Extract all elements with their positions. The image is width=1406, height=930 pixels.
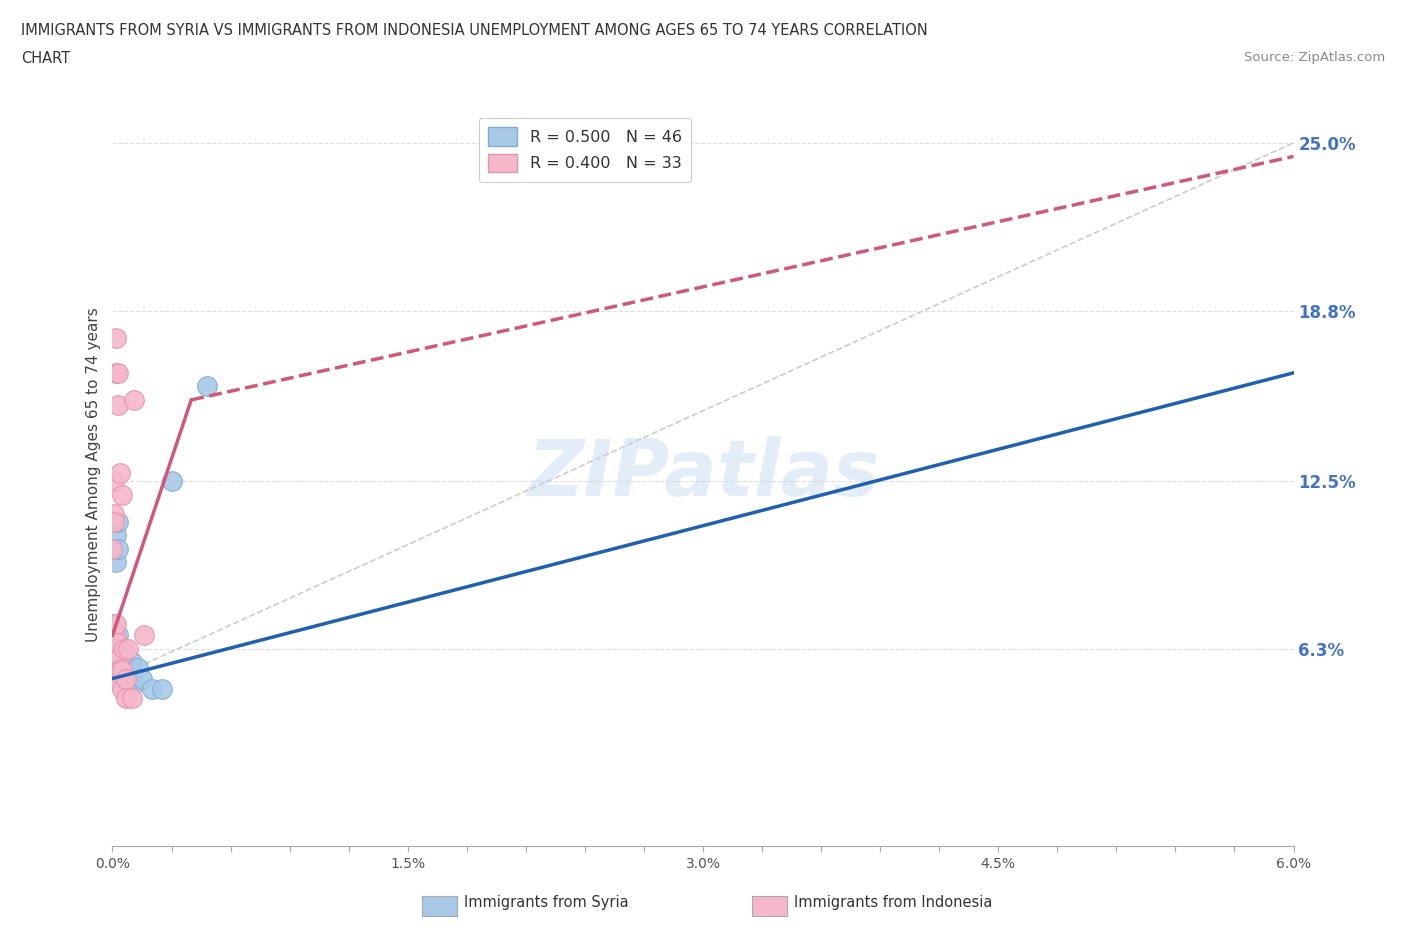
- Text: CHART: CHART: [21, 51, 70, 66]
- Point: [111, 487, 134, 502]
- Point: [122, 676, 145, 691]
- Point: [107, 649, 129, 664]
- Point: [105, 642, 128, 657]
- Point: [105, 655, 128, 670]
- Point: [120, 671, 142, 686]
- Point: [105, 636, 128, 651]
- Point: [101, 642, 124, 657]
- Point: [101, 663, 124, 678]
- Text: ZIPatlas: ZIPatlas: [527, 436, 879, 512]
- Text: IMMIGRANTS FROM SYRIA VS IMMIGRANTS FROM INDONESIA UNEMPLOYMENT AMONG AGES 65 TO: IMMIGRANTS FROM SYRIA VS IMMIGRANTS FROM…: [21, 23, 928, 38]
- Point: [101, 628, 124, 643]
- Point: [110, 649, 132, 664]
- Point: [105, 649, 128, 664]
- Point: [110, 466, 132, 481]
- Point: [111, 682, 134, 697]
- Point: [111, 649, 134, 664]
- Point: [107, 636, 129, 651]
- Text: Source: ZipAtlas.com: Source: ZipAtlas.com: [1244, 51, 1385, 64]
- Point: [132, 628, 155, 643]
- Point: [105, 555, 128, 570]
- Point: [121, 655, 143, 670]
- Point: [103, 628, 125, 643]
- Point: [110, 663, 132, 678]
- Point: [111, 663, 134, 678]
- Point: [101, 655, 124, 670]
- Point: [103, 649, 125, 664]
- Point: [131, 671, 153, 686]
- Legend: R = 0.500   N = 46, R = 0.400   N = 33: R = 0.500 N = 46, R = 0.400 N = 33: [478, 118, 692, 181]
- Point: [101, 541, 124, 556]
- Point: [103, 628, 125, 643]
- Point: [110, 649, 132, 664]
- Point: [101, 644, 124, 659]
- Point: [103, 473, 125, 488]
- Point: [115, 671, 138, 686]
- Point: [110, 663, 132, 678]
- Point: [107, 644, 129, 659]
- Point: [112, 642, 135, 657]
- Point: [115, 671, 138, 686]
- Point: [121, 690, 143, 705]
- Point: [112, 671, 135, 686]
- Point: [141, 682, 163, 697]
- Point: [117, 676, 139, 691]
- Point: [105, 649, 128, 664]
- Point: [107, 663, 129, 678]
- Point: [103, 506, 125, 521]
- Point: [103, 663, 125, 678]
- Point: [107, 541, 129, 556]
- Point: [101, 649, 124, 664]
- Point: [105, 330, 128, 345]
- Point: [195, 379, 218, 393]
- Point: [150, 682, 173, 697]
- Point: [112, 655, 135, 670]
- Point: [103, 617, 125, 631]
- Point: [111, 663, 134, 678]
- Point: [103, 655, 125, 670]
- Point: [110, 642, 132, 657]
- Point: [127, 660, 149, 675]
- Point: [160, 473, 183, 488]
- Point: [105, 617, 128, 631]
- Point: [101, 671, 124, 686]
- Point: [107, 365, 129, 380]
- Point: [105, 365, 128, 380]
- Point: [111, 671, 134, 686]
- Point: [107, 398, 129, 413]
- Point: [110, 655, 132, 670]
- Point: [111, 655, 134, 670]
- Point: [105, 527, 128, 542]
- Point: [103, 642, 125, 657]
- Text: Immigrants from Syria: Immigrants from Syria: [464, 895, 628, 910]
- Point: [105, 636, 128, 651]
- Point: [101, 649, 124, 664]
- Point: [107, 655, 129, 670]
- Point: [110, 676, 132, 691]
- Point: [122, 392, 145, 407]
- Point: [103, 655, 125, 670]
- Point: [115, 690, 138, 705]
- Point: [107, 628, 129, 643]
- Text: Immigrants from Indonesia: Immigrants from Indonesia: [794, 895, 993, 910]
- Point: [103, 514, 125, 529]
- Point: [112, 663, 135, 678]
- Point: [103, 642, 125, 657]
- Point: [107, 514, 129, 529]
- Y-axis label: Unemployment Among Ages 65 to 74 years: Unemployment Among Ages 65 to 74 years: [86, 307, 101, 642]
- Point: [101, 636, 124, 651]
- Point: [117, 642, 139, 657]
